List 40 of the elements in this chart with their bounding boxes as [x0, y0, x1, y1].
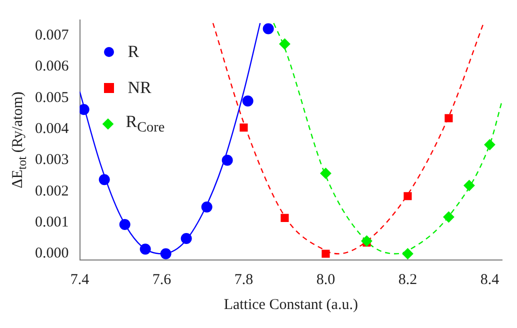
x-tick-label: 7.4 [70, 272, 90, 288]
point [361, 235, 372, 246]
y-tick-label: 0.001 [35, 214, 69, 231]
point [443, 211, 454, 222]
point [402, 248, 414, 260]
point [201, 202, 212, 213]
point [240, 123, 248, 132]
y-tick-label: 0.000 [35, 246, 69, 262]
x-tick-label: 8.0 [316, 272, 336, 288]
legend-label: NR [128, 78, 152, 98]
point [140, 244, 151, 255]
x-tick-label: 8.2 [398, 272, 418, 288]
point [464, 180, 475, 192]
x-tick-label: 7.6 [152, 272, 172, 288]
x-tick-label: 8.4 [480, 272, 500, 288]
legend-label: R [128, 42, 140, 62]
point [484, 139, 496, 150]
y-tick-label: 0.004 [35, 121, 70, 138]
point [80, 104, 90, 115]
point [320, 168, 332, 179]
point [322, 250, 330, 258]
point [262, 23, 274, 34]
point [119, 218, 130, 230]
point [98, 174, 110, 186]
point [444, 114, 453, 122]
point [222, 154, 233, 166]
x-tick-label: 7.8 [234, 272, 254, 288]
x-axis-title: Lattice Constant (a.u.) [224, 296, 358, 313]
y-tick-label: 0.003 [35, 152, 69, 168]
y-tick-label: 0.006 [35, 58, 70, 75]
y-tick-label: 0.005 [35, 90, 69, 106]
point [280, 214, 289, 222]
legend-label: R$_{Core}$ [126, 112, 165, 136]
y-tick-label: 0.007 [35, 28, 70, 44]
point [180, 232, 192, 244]
point [160, 248, 172, 260]
point [242, 96, 254, 107]
point [404, 192, 412, 200]
y-tick-label: 0.002 [35, 183, 69, 200]
point [279, 38, 290, 50]
